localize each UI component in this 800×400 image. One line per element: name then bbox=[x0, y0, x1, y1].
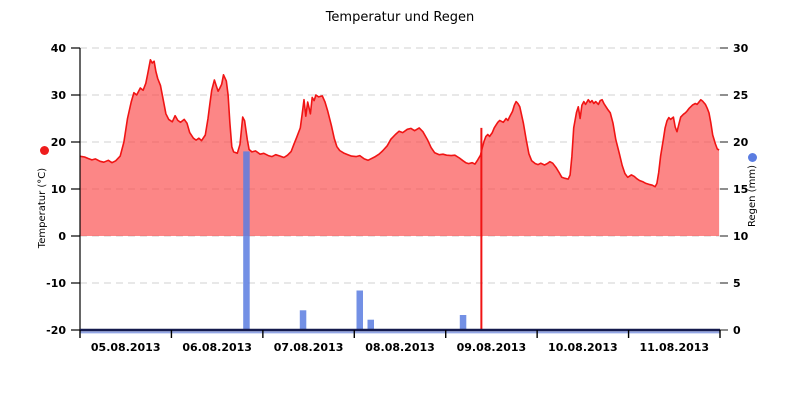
x-axis-date-label: 06.08.2013 bbox=[182, 341, 252, 354]
right-axis-tick-label: 30 bbox=[733, 42, 749, 55]
temperature-area-fill bbox=[80, 59, 720, 236]
left-axis-tick-label: 30 bbox=[51, 89, 67, 102]
rain-legend-dot-icon bbox=[748, 153, 757, 162]
rain-bar bbox=[356, 290, 363, 330]
x-axis-date-label: 07.08.2013 bbox=[274, 341, 344, 354]
rain-bar bbox=[459, 315, 467, 330]
left-axis-tick-label: -20 bbox=[46, 324, 66, 337]
left-axis-tick-label: 20 bbox=[51, 136, 67, 149]
x-axis-date-label: 08.08.2013 bbox=[365, 341, 435, 354]
left-axis-tick-label: -10 bbox=[46, 277, 66, 290]
right-axis-label: Regen (mm) bbox=[747, 165, 758, 227]
temperature-line bbox=[79, 59, 720, 188]
x-axis-date-label: 09.08.2013 bbox=[457, 341, 527, 354]
right-axis-tick-label: 25 bbox=[733, 89, 748, 102]
x-axis-date-label: 11.08.2013 bbox=[639, 341, 709, 354]
right-axis-tick-label: 15 bbox=[733, 183, 748, 196]
rain-bar bbox=[367, 319, 374, 330]
right-axis-tick-label: 5 bbox=[733, 277, 741, 290]
right-axis-tick-label: 0 bbox=[733, 324, 741, 337]
left-axis-tick-label: 10 bbox=[51, 183, 67, 196]
chart-title: Temperatur und Regen bbox=[325, 10, 475, 25]
x-axis-date-label: 10.08.2013 bbox=[548, 341, 618, 354]
right-axis-tick-label: 10 bbox=[733, 230, 749, 243]
temperature-legend-dot-icon bbox=[40, 146, 49, 155]
left-axis-tick-label: 0 bbox=[58, 230, 66, 243]
right-axis-tick-label: 20 bbox=[733, 136, 749, 149]
left-axis-tick-label: 40 bbox=[51, 42, 67, 55]
rain-bar bbox=[299, 310, 307, 330]
x-axis-date-label: 05.08.2013 bbox=[91, 341, 161, 354]
rain-bar bbox=[243, 151, 250, 330]
